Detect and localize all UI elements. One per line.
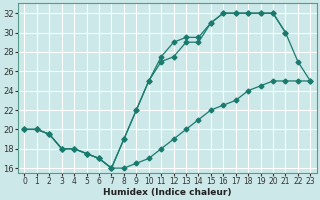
X-axis label: Humidex (Indice chaleur): Humidex (Indice chaleur) (103, 188, 232, 197)
